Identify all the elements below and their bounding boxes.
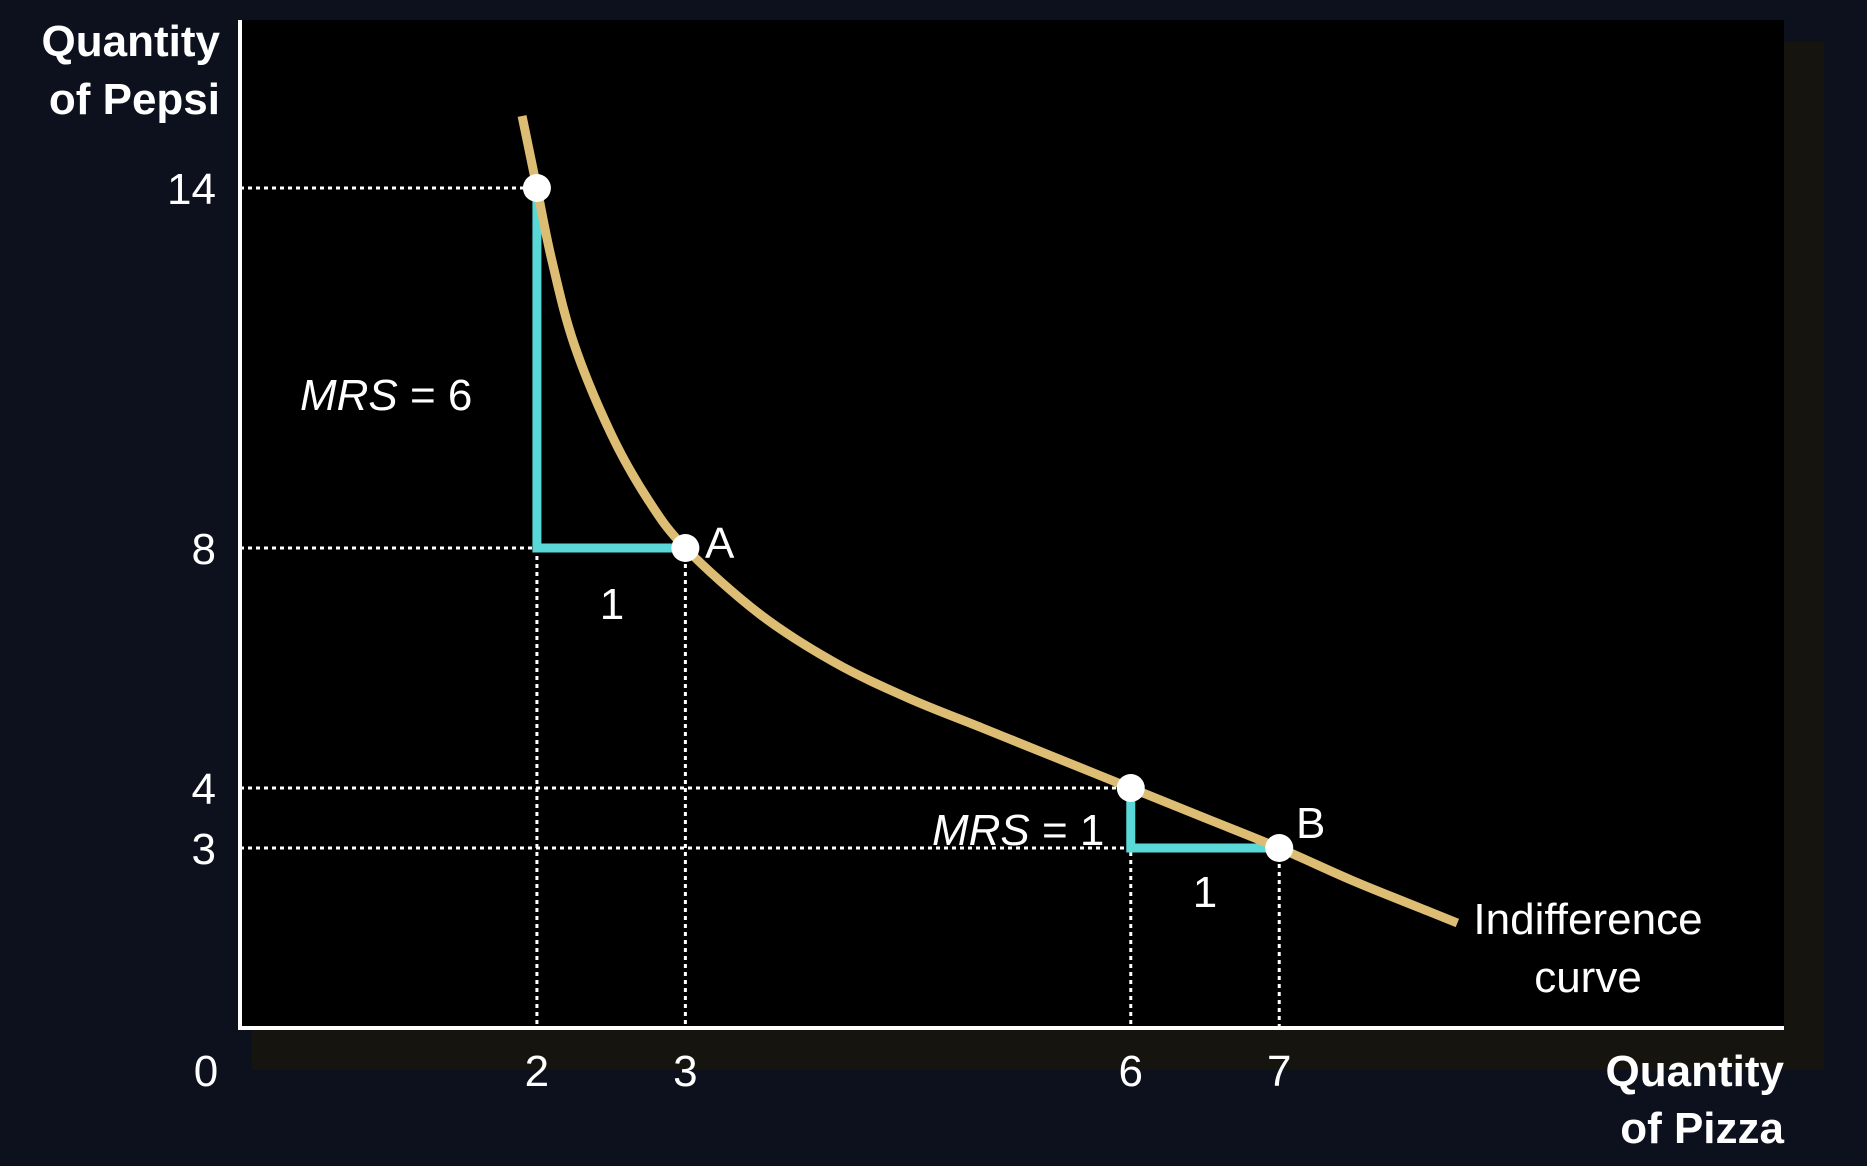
mrs-annotation-1: MRS = 6 (300, 371, 472, 420)
x-tick-label-7: 7 (1267, 1047, 1291, 1096)
y-tick-labels: 3 4 8 14 (167, 165, 216, 874)
x-axis-title-line-2: of Pizza (1620, 1104, 1784, 1153)
y-tick-label-4: 4 (192, 765, 216, 814)
mrs-triangle-1 (532, 188, 686, 553)
y-axis-title-line-2: of Pepsi (49, 75, 220, 124)
point-label-a: A (705, 519, 735, 568)
curve-points (522, 174, 1294, 862)
point-label-b: B (1296, 799, 1325, 848)
mrs-triangles (532, 188, 1280, 853)
origin-label: 0 (194, 1047, 218, 1096)
mrs-annotation-2: MRS = 1 (932, 806, 1104, 855)
curve-point-1 (522, 174, 551, 202)
y-tick-label-8: 8 (192, 525, 216, 574)
run-label-1: 1 (600, 580, 624, 629)
plot-background (240, 20, 1784, 1028)
y-axis-title-line-1: Quantity (42, 17, 221, 66)
x-axis-title-line-1: Quantity (1606, 1047, 1785, 1096)
x-tick-label-2: 2 (525, 1047, 549, 1096)
x-tick-labels: 2 3 6 7 (525, 1047, 1292, 1096)
x-tick-label-3: 3 (673, 1047, 697, 1096)
curve-label-line-2: curve (1534, 953, 1642, 1002)
run-label-2: 1 (1193, 868, 1217, 917)
y-tick-label-3: 3 (192, 825, 216, 874)
curve-point-3 (1116, 774, 1145, 802)
mrs-triangle-2 (1126, 788, 1280, 853)
curve-point-a (671, 534, 700, 562)
curve-point-b (1265, 834, 1294, 862)
curve-label-line-1: Indifference (1473, 895, 1702, 944)
y-tick-label-14: 14 (167, 165, 216, 214)
x-tick-label-6: 6 (1119, 1047, 1143, 1096)
